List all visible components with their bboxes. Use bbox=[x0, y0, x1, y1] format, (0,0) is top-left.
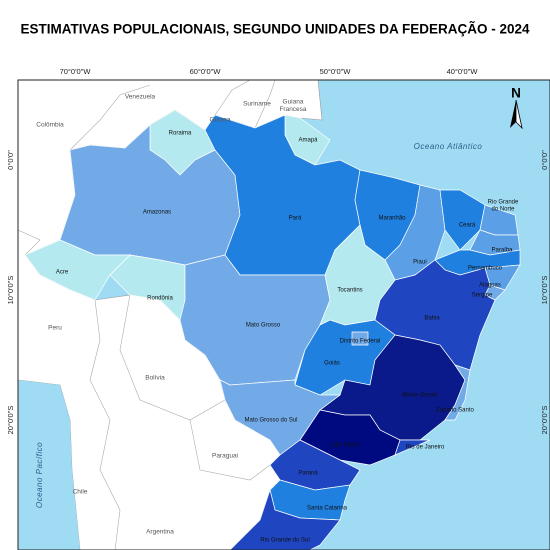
state-label: Mato Grosso bbox=[246, 323, 281, 329]
country-border bbox=[89, 299, 121, 550]
state-label: Rondônia bbox=[147, 296, 173, 302]
graticule-label: 40°0'0"W bbox=[447, 67, 479, 76]
pacific bbox=[18, 380, 80, 550]
states bbox=[24, 109, 521, 550]
country-label-line: Guiana bbox=[283, 98, 304, 105]
ocean-label: Oceano Atlântico bbox=[414, 142, 483, 151]
ocean-label: Oceano Pacífico bbox=[35, 442, 44, 508]
state-label: Piauí bbox=[413, 260, 427, 266]
state-label: Ceará bbox=[459, 223, 476, 229]
state-label: Maranhão bbox=[378, 216, 406, 222]
country-border bbox=[254, 79, 276, 129]
north-arrow bbox=[510, 99, 523, 130]
state-label: Pernambuco bbox=[468, 266, 503, 272]
state-label: Tocantins bbox=[337, 288, 362, 294]
country-border bbox=[17, 229, 41, 256]
graticule-label: 50°0'0"W bbox=[320, 67, 352, 76]
state-label: Paraíba bbox=[491, 248, 513, 254]
state-label: Minas Gerais bbox=[402, 393, 437, 399]
state-label: Pará bbox=[289, 216, 302, 222]
state-label: Rio Grande do Norte bbox=[488, 199, 519, 212]
state-label: Amapá bbox=[298, 138, 318, 144]
state bbox=[394, 439, 431, 456]
state-label: Amazonas bbox=[143, 210, 171, 216]
state-label: Santa Catarina bbox=[307, 506, 348, 512]
country-label: Suriname bbox=[243, 101, 271, 108]
north-label: N bbox=[511, 86, 521, 101]
graticule-label: 70°0'0"W bbox=[60, 67, 92, 76]
state-label: Goiás bbox=[324, 361, 340, 367]
state-label: Sergipe bbox=[472, 293, 493, 299]
state-label: Mato Grosso do Sul bbox=[244, 418, 297, 424]
state-label: Rio de Janeiro bbox=[406, 445, 445, 451]
country-label: Bolívia bbox=[145, 375, 165, 382]
country-label: Venezuela bbox=[125, 94, 156, 101]
state-label: São Paulo bbox=[331, 443, 359, 449]
country-label: Chile bbox=[73, 489, 88, 496]
state-label-line: do Norte bbox=[491, 206, 515, 212]
graticule-label: 20°0'0"S bbox=[540, 406, 549, 435]
country-label: Guiana bbox=[210, 117, 231, 124]
map-title: ESTIMATIVAS POPULACIONAIS, SEGUNDO UNIDA… bbox=[20, 22, 530, 37]
country-label: Argentina bbox=[146, 529, 174, 536]
graticule-label: 10°0'0"S bbox=[540, 276, 549, 305]
state-label: Alagoas bbox=[479, 283, 501, 289]
country-border bbox=[189, 419, 271, 481]
state-label-line: Rio Grande bbox=[488, 199, 519, 205]
state-label: Espírito Santo bbox=[436, 408, 474, 414]
state bbox=[351, 331, 369, 346]
country-label: Paraguai bbox=[212, 453, 238, 460]
country-label-line: Francesa bbox=[279, 106, 306, 113]
graticule-label: 20°0'0"S bbox=[6, 406, 15, 435]
state-label: Rio Grande do Sul bbox=[260, 538, 309, 544]
map-frame bbox=[17, 79, 550, 550]
graticule-label: 0°0'0" bbox=[6, 150, 15, 170]
state bbox=[444, 364, 471, 421]
labels: 70°0'0"W 60°0'0"W 50°0'0"W 40°0'0"W 0°0'0" 0°… bbox=[6, 67, 549, 544]
state-label: Acre bbox=[56, 270, 69, 276]
country-label: Guiana Francesa bbox=[279, 98, 306, 112]
state bbox=[229, 488, 341, 550]
state-label: Roraima bbox=[169, 131, 192, 137]
country-label: Peru bbox=[48, 325, 62, 332]
country-label: Colômbia bbox=[36, 122, 64, 129]
state-label: Distrito Federal bbox=[340, 339, 381, 345]
graticule-label: 60°0'0"W bbox=[190, 67, 222, 76]
country-border bbox=[214, 79, 251, 116]
state-label: Bahia bbox=[424, 316, 440, 322]
country-border bbox=[69, 84, 151, 151]
country-border bbox=[119, 294, 226, 421]
graticule-label: 10°0'0"S bbox=[6, 276, 15, 305]
graticule-label: 0°0'0" bbox=[540, 150, 549, 170]
state-label: Paraná bbox=[298, 471, 318, 477]
